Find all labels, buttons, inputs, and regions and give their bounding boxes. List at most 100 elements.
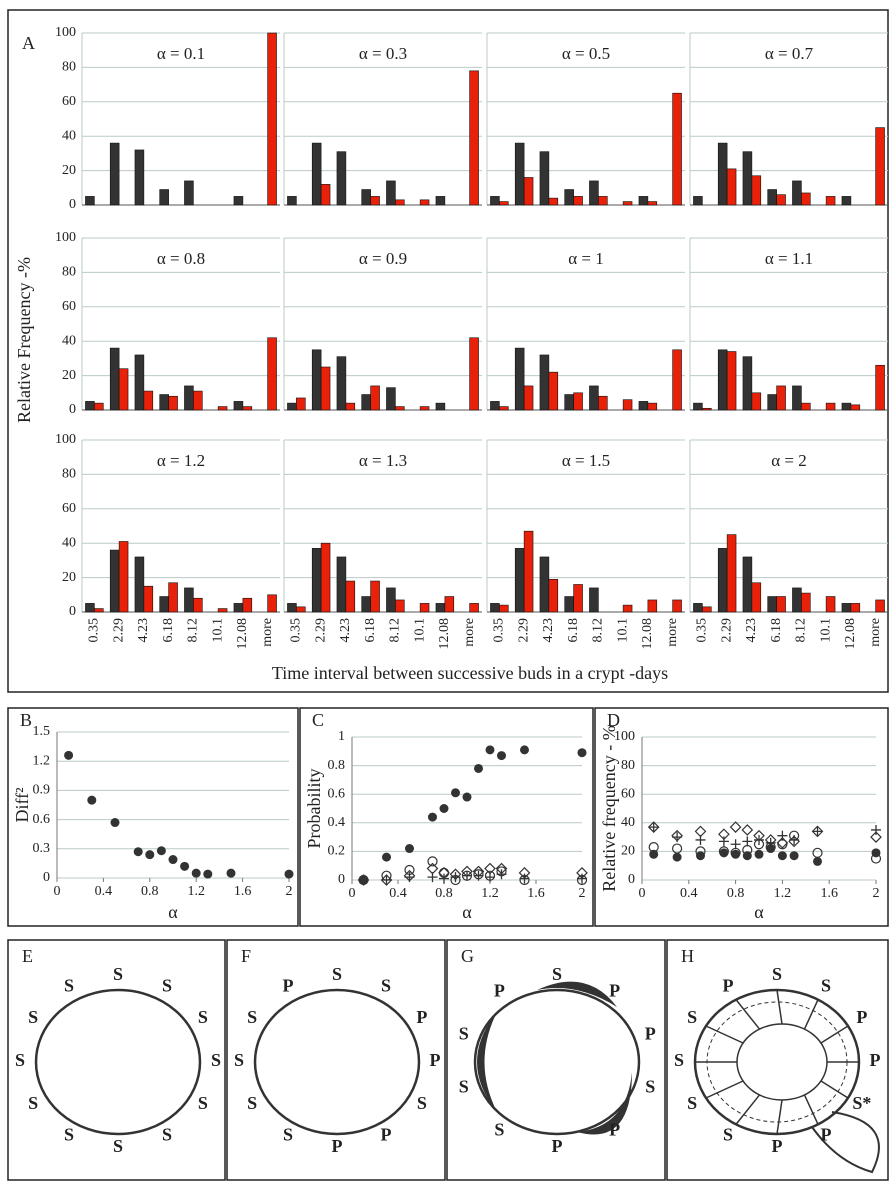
node-label: S (494, 1120, 504, 1140)
y-tick-label: 40 (621, 815, 635, 830)
inner-lumen (737, 1024, 827, 1100)
bar (490, 603, 499, 612)
x-tick-label: 8.12 (388, 618, 403, 643)
y-tick-label: 60 (62, 299, 76, 314)
x-tick-label: 2.29 (719, 618, 734, 643)
node-label: P (856, 1007, 867, 1027)
x-tick-label: 2.29 (111, 618, 126, 643)
point (790, 851, 799, 860)
node-label: P (772, 1136, 783, 1156)
bar (598, 396, 607, 410)
node-label: S (723, 1125, 733, 1145)
bar (727, 352, 736, 410)
bar (768, 597, 777, 612)
bar (110, 143, 119, 205)
bar (445, 597, 454, 612)
y-tick-label: 0 (69, 402, 76, 417)
bar (470, 71, 479, 205)
x-tick-label: more (665, 618, 680, 647)
x-tick-label: more (868, 618, 883, 647)
panel-title: α = 1.3 (359, 451, 407, 470)
bar (693, 196, 702, 205)
x-axis-label: Time interval between successive buds in… (272, 663, 668, 683)
bar (490, 196, 499, 205)
y-tick-label: 100 (55, 230, 76, 245)
y-tick-label: 60 (62, 94, 76, 109)
y-tick-label: 0 (628, 872, 635, 887)
bar (792, 588, 801, 612)
x-tick-label: 10.1 (818, 618, 833, 643)
y-tick-label: 0.6 (33, 812, 51, 827)
bar (515, 548, 524, 612)
x-tick-label: 1.6 (234, 884, 252, 899)
x-tick-label: 4.23 (744, 618, 759, 643)
node-label: S* (852, 1093, 871, 1113)
x-tick-label: 6.18 (566, 618, 581, 643)
node-label: S (64, 1125, 74, 1145)
bar (623, 400, 632, 410)
bar (743, 557, 752, 612)
x-tick-label: 2 (873, 886, 880, 901)
y-tick-label: 0.8 (328, 758, 346, 773)
x-tick-label: 12.08 (640, 618, 655, 650)
node-label: S (15, 1050, 25, 1070)
y-tick-label: 60 (62, 501, 76, 516)
bar (268, 33, 277, 205)
panel-title: α = 0.7 (765, 44, 814, 63)
bar (801, 403, 810, 410)
x-tick-label: 8.12 (186, 618, 201, 643)
x-tick-label: more (462, 618, 477, 647)
x-tick-label: 1.6 (527, 886, 545, 901)
bar (362, 395, 371, 410)
bar (296, 607, 305, 612)
point (486, 745, 495, 754)
crypt-outline (255, 990, 419, 1134)
bar (727, 169, 736, 205)
y-tick-label: 0.4 (328, 815, 346, 830)
point (157, 846, 166, 855)
bar (287, 603, 296, 612)
bar (243, 407, 252, 410)
y-tick-label: 80 (62, 60, 76, 75)
point (813, 857, 822, 866)
bar (490, 401, 499, 410)
x-tick-label: 0.4 (389, 886, 407, 901)
point (134, 847, 143, 856)
bar (524, 386, 533, 410)
y-tick-label: 40 (62, 535, 76, 550)
x-tick-label: 0.35 (492, 618, 507, 643)
x-tick-label: 4.23 (338, 618, 353, 643)
point (755, 850, 764, 859)
node-label: S (113, 964, 123, 984)
x-tick-label: 4.23 (136, 618, 151, 643)
point (169, 855, 178, 864)
bar (549, 579, 558, 612)
x-tick-label: 1.6 (820, 886, 838, 901)
panel-label: A (22, 33, 35, 53)
bar (524, 177, 533, 205)
bar (420, 407, 429, 410)
y-tick-label: 100 (55, 432, 76, 447)
node-label: S (162, 1125, 172, 1145)
bar (768, 190, 777, 205)
panel-title: α = 0.8 (157, 249, 205, 268)
bar (718, 548, 727, 612)
bar (135, 557, 144, 612)
point (285, 870, 294, 879)
panel-label: H (681, 946, 694, 966)
bar (565, 190, 574, 205)
node-label: S (459, 1024, 469, 1044)
y-tick-label: 0 (69, 604, 76, 619)
bar (346, 403, 355, 410)
x-tick-label: 0 (639, 886, 646, 901)
point (578, 748, 587, 757)
bar (184, 588, 193, 612)
spoke (777, 990, 782, 1024)
bar (119, 369, 128, 410)
bar (436, 603, 445, 612)
bar (470, 338, 479, 410)
bar (499, 605, 508, 612)
point (777, 831, 787, 841)
panel-title: α = 1 (568, 249, 604, 268)
bar (243, 598, 252, 612)
